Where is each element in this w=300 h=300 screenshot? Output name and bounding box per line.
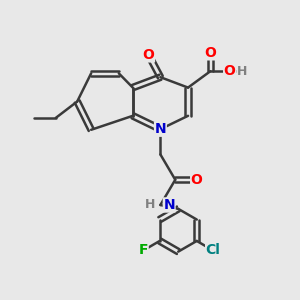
Text: N: N bbox=[154, 122, 166, 136]
Text: H: H bbox=[237, 65, 247, 78]
Text: O: O bbox=[142, 48, 154, 62]
Text: O: O bbox=[224, 64, 236, 78]
Text: O: O bbox=[191, 173, 203, 187]
Text: O: O bbox=[204, 46, 216, 60]
Text: Cl: Cl bbox=[206, 244, 220, 257]
Text: H: H bbox=[145, 199, 155, 212]
Text: N: N bbox=[164, 198, 175, 212]
Text: F: F bbox=[139, 244, 148, 257]
